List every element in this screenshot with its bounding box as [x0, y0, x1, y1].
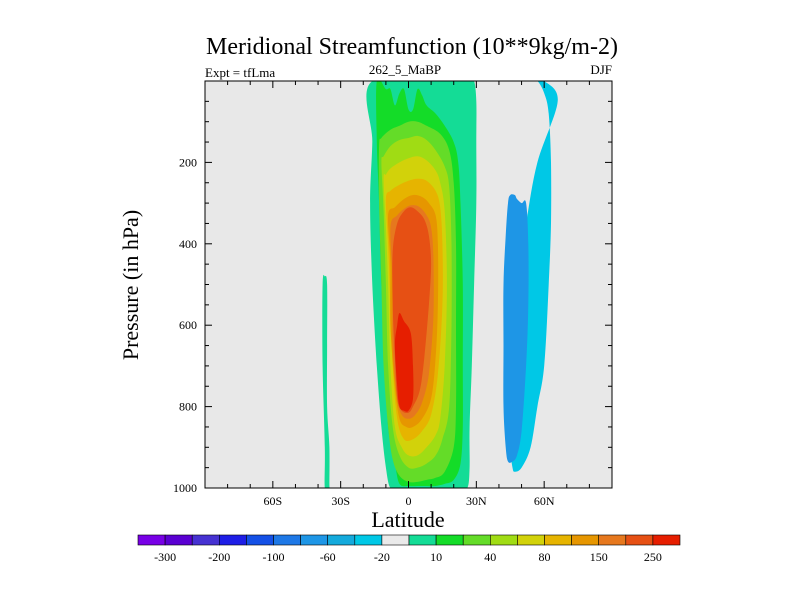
colorbar-swatch — [571, 534, 599, 546]
colorbar-label: 40 — [484, 550, 496, 564]
colorbar-swatch — [246, 534, 274, 546]
y-tick-label: 400 — [179, 237, 197, 251]
colorbar-swatch — [408, 534, 437, 546]
colorbar-swatch — [219, 534, 247, 546]
y-tick-label: 800 — [179, 400, 197, 414]
time-period-label: 262_5_MaBP — [369, 62, 441, 77]
colorbar-swatch — [517, 534, 545, 546]
y-tick-label: 200 — [179, 155, 197, 169]
colorbar-swatch — [164, 534, 193, 546]
colorbar-label: 250 — [644, 550, 662, 564]
axis-ticks: 60S 30S 0 30N 60N 200 400 600 800 1000 — [173, 80, 613, 508]
colorbar-label: 150 — [590, 550, 608, 564]
southern-cell — [322, 274, 330, 488]
colorbar-swatch — [625, 534, 654, 546]
y-tick-label: 600 — [179, 318, 197, 332]
colorbar-swatch — [462, 534, 491, 546]
x-tick-label: 30S — [331, 494, 350, 508]
x-axis-label: Latitude — [371, 507, 444, 532]
colorbar-swatch — [191, 534, 220, 546]
colorbar-swatch — [273, 534, 301, 546]
x-tick-label: 30N — [466, 494, 487, 508]
x-tick-label: 0 — [406, 494, 412, 508]
colorbar-swatch — [544, 534, 572, 546]
colorbar-label: -300 — [154, 550, 176, 564]
chart-title: Meridional Streamfunction (10**9kg/m-2) — [206, 34, 618, 60]
colorbar-label: -60 — [320, 550, 336, 564]
colorbar-label: -20 — [374, 550, 390, 564]
y-tick-label: 1000 — [173, 481, 197, 495]
ferrel-cell-core — [503, 194, 529, 463]
colorbar: -300 -200 -100 -60 -20 10 40 80 150 250 — [137, 534, 681, 564]
colorbar-swatch — [652, 534, 681, 546]
colorbar-label: -200 — [208, 550, 230, 564]
colorbar-label: 80 — [539, 550, 551, 564]
colorbar-swatch — [435, 534, 464, 546]
colorbar-swatch — [137, 534, 166, 546]
colorbar-swatch — [489, 534, 518, 546]
contour-fill-group — [322, 81, 558, 488]
x-tick-label: 60S — [263, 494, 282, 508]
colorbar-label: 10 — [430, 550, 442, 564]
y-axis-label: Pressure (in hPa) — [118, 210, 143, 360]
colorbar-swatch — [327, 534, 356, 546]
colorbar-swatch — [598, 534, 627, 546]
x-tick-label: 60N — [534, 494, 555, 508]
colorbar-label: -100 — [263, 550, 285, 564]
colorbar-swatch — [381, 534, 410, 546]
experiment-label: Expt = tfLma — [205, 65, 275, 80]
colorbar-swatch — [300, 534, 329, 546]
colorbar-swatch — [354, 534, 383, 546]
hadley-level-10 — [394, 312, 414, 412]
season-label: DJF — [590, 62, 612, 77]
